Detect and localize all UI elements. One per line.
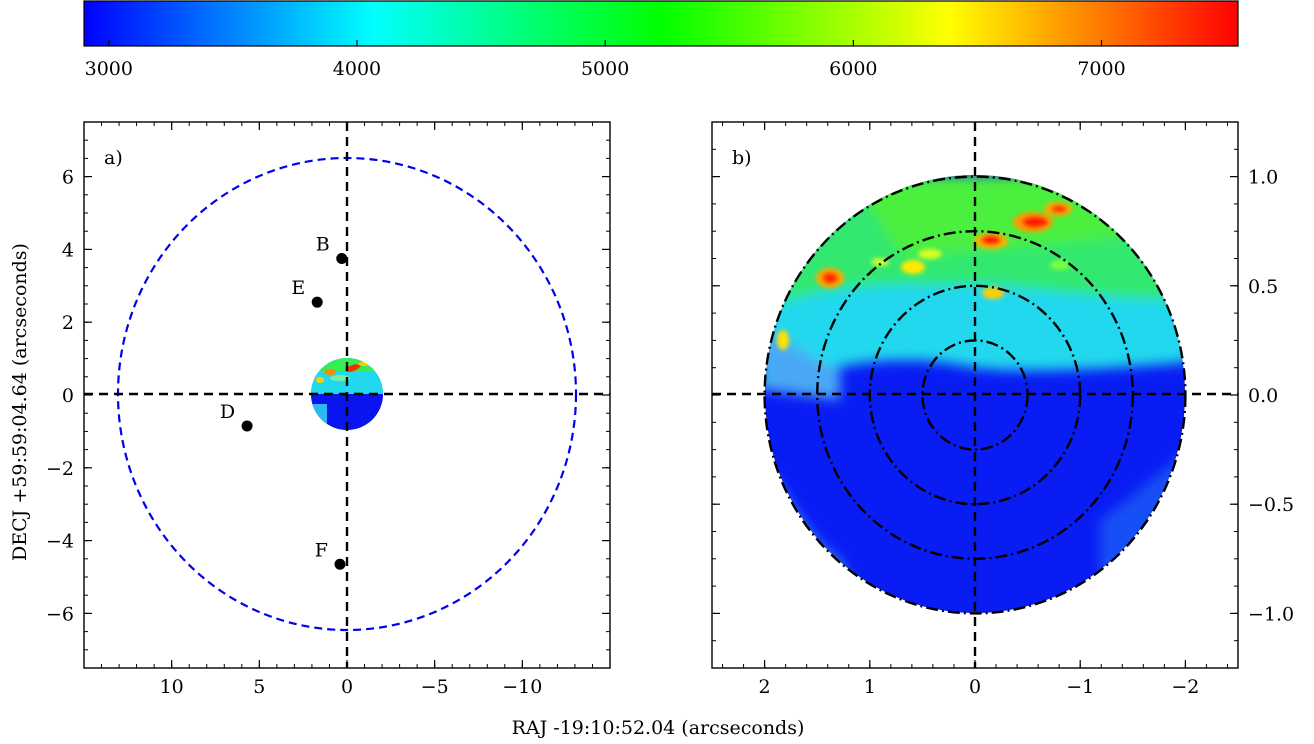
colorbar-tick-label: 7000 bbox=[1077, 58, 1125, 80]
point-label-F: F bbox=[315, 539, 328, 561]
colorbar-tick-label: 5000 bbox=[581, 58, 629, 80]
x-tick-label: 5 bbox=[253, 676, 265, 698]
x-tick-label: −2 bbox=[1171, 676, 1199, 698]
y-tick-label: 2 bbox=[62, 312, 74, 334]
x-tick-label: 1 bbox=[864, 676, 876, 698]
colorbar: 3000 4000 5000 6000 7000 bbox=[83, 0, 1239, 80]
panel-a-tag: a) bbox=[104, 147, 123, 169]
x-tick-label: −10 bbox=[502, 676, 542, 698]
x-tick-label: −5 bbox=[421, 676, 449, 698]
point-E bbox=[311, 296, 323, 308]
colorbar-ticks: 3000 4000 5000 6000 7000 bbox=[85, 40, 1126, 80]
y-tick-label: −4 bbox=[46, 531, 74, 553]
y-tick-label: 4 bbox=[62, 239, 74, 261]
panel-b-tag: b) bbox=[732, 147, 752, 169]
y-tick-label: 0.0 bbox=[1248, 385, 1278, 407]
x-axis-title: RAJ -19:10:52.04 (arcseconds) bbox=[512, 717, 805, 739]
point-label-D: D bbox=[220, 401, 235, 423]
point-B bbox=[336, 253, 348, 264]
panel-b-ticks: 2 1 0 −1 −2 −1.0 −0.5 0.0 0.5 1.0 bbox=[712, 121, 1294, 698]
y-tick-label: −2 bbox=[46, 458, 74, 480]
colorbar-tick-label: 3000 bbox=[85, 58, 133, 80]
x-tick-label: 10 bbox=[160, 676, 184, 698]
y-tick-label: −6 bbox=[46, 603, 74, 625]
panel-a-points: BE D F bbox=[220, 234, 348, 570]
x-tick-label: −1 bbox=[1066, 676, 1094, 698]
point-label-E: E bbox=[291, 277, 305, 299]
point-label-B: B bbox=[316, 234, 330, 256]
panel-b: 2 1 0 −1 −2 −1.0 −0.5 0.0 0.5 1.0 b) bbox=[711, 121, 1294, 698]
panel-a-ticks: 10 5 0 −5 −10 −6 −4 −2 0 2 4 6 bbox=[46, 121, 611, 698]
x-tick-label: 0 bbox=[969, 676, 981, 698]
y-tick-label: −0.5 bbox=[1248, 494, 1294, 516]
x-tick-label: 2 bbox=[759, 676, 771, 698]
colorbar-tick-label: 6000 bbox=[829, 58, 877, 80]
y-tick-label: −1.0 bbox=[1248, 603, 1294, 625]
point-D bbox=[241, 420, 253, 432]
y-tick-label: 0.5 bbox=[1248, 276, 1278, 298]
y-tick-label: 0 bbox=[62, 385, 74, 407]
colorbar-gradient bbox=[83, 0, 1239, 47]
x-tick-label: 0 bbox=[341, 676, 353, 698]
y-tick-label: 1.0 bbox=[1248, 167, 1278, 189]
colorbar-tick-label: 4000 bbox=[333, 58, 381, 80]
panel-a: BE D F 10 5 0 −5 −10 −6 −4 −2 0 2 4 6 a) bbox=[46, 121, 611, 698]
y-axis-title: DECJ +59:59:04.64 (arcseconds) bbox=[9, 243, 31, 561]
y-tick-label: 6 bbox=[62, 167, 74, 189]
point-F bbox=[334, 558, 346, 570]
